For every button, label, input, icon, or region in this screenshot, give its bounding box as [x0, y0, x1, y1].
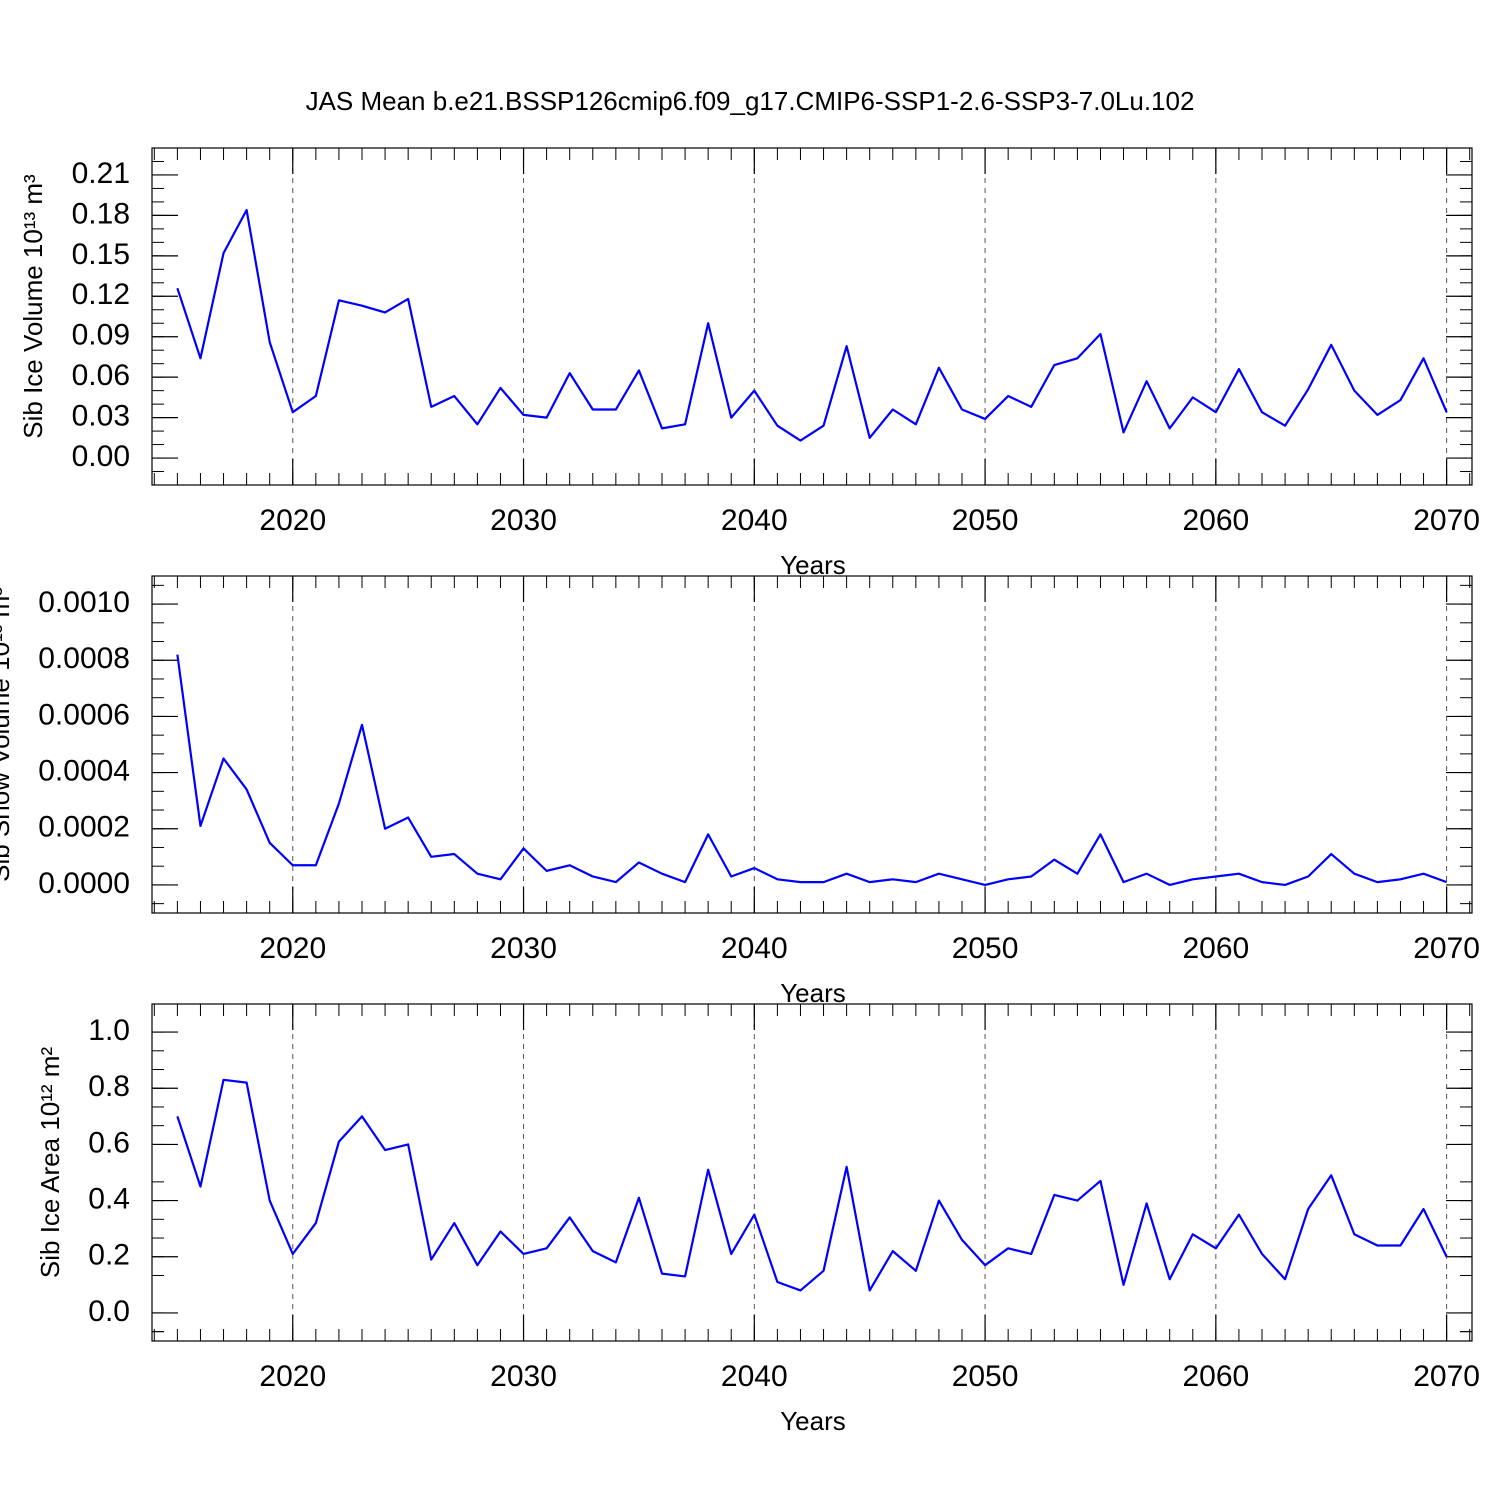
- y-tick-label: 0.0004: [38, 755, 130, 788]
- y-tick-label: 0.8: [88, 1070, 130, 1103]
- y-tick-label: 0.0010: [38, 586, 130, 619]
- x-tick-label: 2060: [1182, 504, 1249, 537]
- x-tick-label: 2060: [1182, 932, 1249, 965]
- y-axis-title: Sib Ice Volume 10¹³ m³: [18, 174, 48, 439]
- y-tick-label: 0.0008: [38, 642, 130, 675]
- data-line: [176, 1078, 1448, 1292]
- plot-frame: [151, 147, 1473, 486]
- x-tick-label: 2040: [721, 932, 788, 965]
- data-line: [176, 654, 1447, 887]
- y-tick-label: 0.21: [72, 157, 130, 190]
- y-tick-label: 0.0: [88, 1295, 130, 1328]
- x-tick-label: 2050: [952, 932, 1019, 965]
- y-axis-title: Sib Ice Area 10¹² m²: [35, 1047, 65, 1279]
- x-tick-label: 2020: [259, 504, 326, 537]
- x-axis-title: Years: [780, 978, 846, 1008]
- x-tick-label: 2070: [1413, 932, 1480, 965]
- plot-frame: [151, 575, 1473, 914]
- y-tick-label: 0.0006: [38, 698, 130, 731]
- y-tick-label: 0.4: [88, 1183, 130, 1216]
- y-tick-label: 0.0000: [38, 867, 130, 900]
- y-axis-title: Sib Snow Volume 10¹³ m³: [0, 587, 15, 882]
- y-tick-label: 0.09: [72, 319, 130, 352]
- chart-title: JAS Mean b.e21.BSSP126cmip6.f09_g17.CMIP…: [306, 86, 1195, 116]
- y-tick-label: 1.0: [88, 1014, 130, 1047]
- y-tick-label: 0.0002: [38, 811, 130, 844]
- y-tick-label: 0.2: [88, 1239, 130, 1272]
- x-tick-label: 2050: [952, 1360, 1019, 1393]
- x-axis-title: Years: [780, 1406, 846, 1436]
- x-tick-label: 2070: [1413, 504, 1480, 537]
- x-tick-label: 2020: [259, 1360, 326, 1393]
- y-tick-label: 0.12: [72, 278, 130, 311]
- y-tick-label: 0.06: [72, 359, 130, 392]
- x-tick-label: 2030: [490, 932, 557, 965]
- x-axis-title: Years: [780, 550, 846, 580]
- x-tick-label: 2040: [721, 1360, 788, 1393]
- x-tick-label: 2030: [490, 504, 557, 537]
- y-tick-label: 0.03: [72, 400, 130, 433]
- y-tick-label: 0.18: [72, 197, 130, 230]
- x-tick-label: 2050: [952, 504, 1019, 537]
- x-tick-label: 2070: [1413, 1360, 1480, 1393]
- y-tick-label: 0.6: [88, 1126, 130, 1159]
- x-tick-label: 2030: [490, 1360, 557, 1393]
- x-tick-label: 2040: [721, 504, 788, 537]
- data-line: [176, 208, 1448, 442]
- x-tick-label: 2060: [1182, 1360, 1249, 1393]
- y-tick-label: 0.00: [72, 440, 130, 473]
- x-tick-label: 2020: [259, 932, 326, 965]
- plot-frame: [151, 1003, 1473, 1342]
- y-tick-label: 0.15: [72, 238, 130, 271]
